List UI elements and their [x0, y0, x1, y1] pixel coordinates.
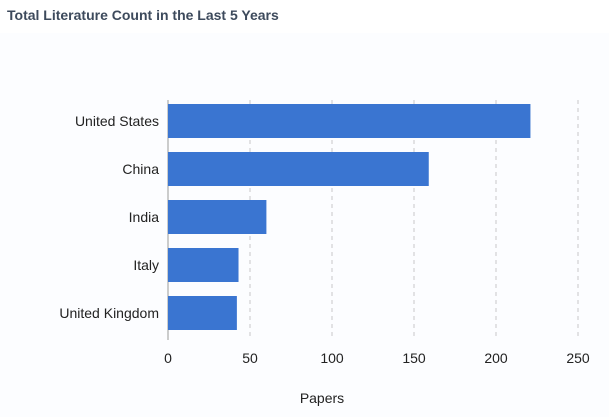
category-label-united-states: United States: [75, 113, 159, 129]
x-tick-label-150: 150: [402, 350, 426, 366]
x-axis-title: Papers: [300, 390, 344, 406]
bar-united-states[interactable]: [168, 104, 530, 138]
category-label-india: India: [129, 209, 160, 225]
bar-china[interactable]: [168, 152, 429, 186]
bars: [168, 104, 530, 330]
category-label-italy: Italy: [133, 257, 159, 273]
tick-labels: 0 50 100 150 200 250: [164, 350, 590, 366]
x-tick-label-200: 200: [484, 350, 508, 366]
x-tick-label-100: 100: [320, 350, 344, 366]
bar-india[interactable]: [168, 200, 266, 234]
x-tick-label-0: 0: [164, 350, 172, 366]
bar-united-kingdom[interactable]: [168, 296, 237, 330]
x-tick-label-50: 50: [242, 350, 258, 366]
category-label-united-kingdom: United Kingdom: [59, 305, 159, 321]
category-labels: United States China India Italy United Kingd…: [59, 113, 159, 321]
bar-italy[interactable]: [168, 248, 239, 282]
category-label-china: China: [122, 161, 159, 177]
x-tick-label-250: 250: [566, 350, 590, 366]
